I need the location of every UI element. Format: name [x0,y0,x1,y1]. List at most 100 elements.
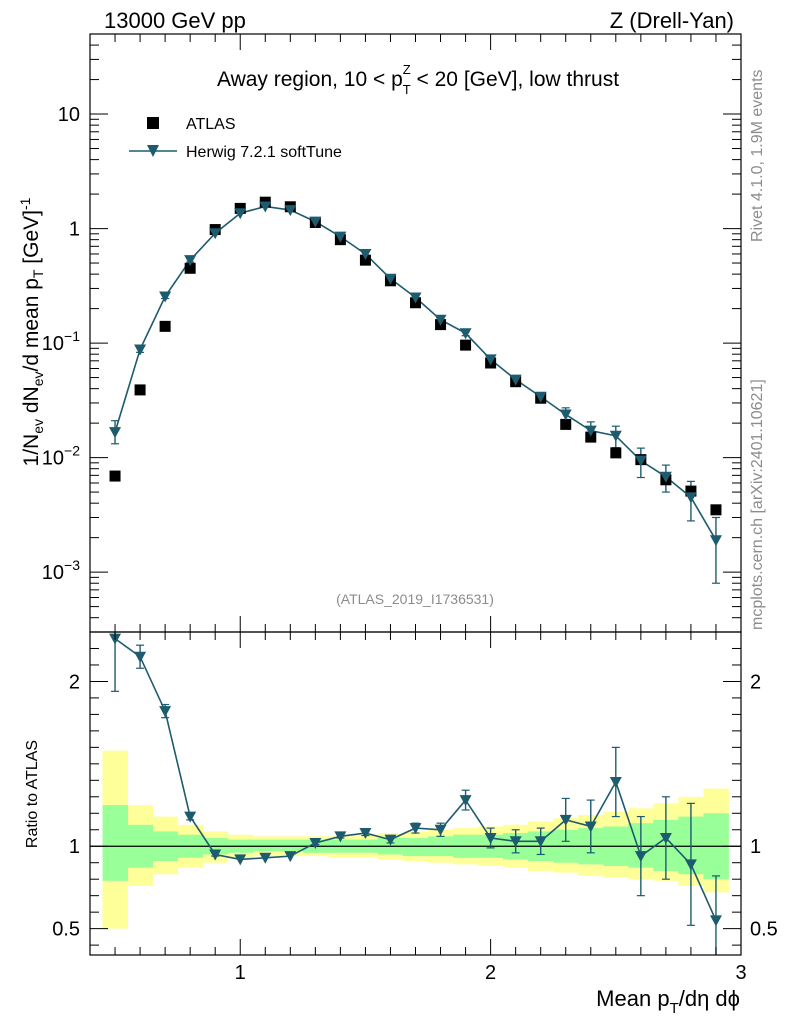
main-title-a: Away region, 10 < p [217,68,403,91]
ratio-herwig-point [259,852,272,864]
herwig-point [484,354,497,366]
legend-atlas-label: ATLAS [186,116,236,133]
herwig-point [359,248,372,260]
ratio-stat-band [402,837,429,857]
main-marks [109,196,722,584]
main-title-sub: T [403,82,411,97]
herwig-line [114,205,717,541]
x-axis-label: Mean pT/dη dϕ [596,986,740,1017]
atlas-point [585,431,597,443]
herwig-point [109,427,122,439]
atlas-point [560,418,572,430]
main-y-ticks: 10 1 10−1 10−2 10−3 [42,33,741,633]
ratio-y-tick-label-right: 0.5 [750,919,778,941]
mcplots-label: mcplots.cern.ch [arXiv:2401.10621] [749,379,766,630]
ratio-herwig-point [134,651,147,663]
herwig-point [709,535,722,547]
main-y-tick-label: 10−3 [42,557,80,584]
herwig-point [434,314,447,326]
ratio-herwig-point [559,814,572,826]
ratio-herwig-point [709,915,722,927]
legend-herwig-label: Herwig 7.2.1 softTune [186,144,342,161]
herwig-point [259,201,272,213]
ratio-y-tick-label-left: 2 [69,671,80,693]
atlas-point [109,470,121,482]
herwig-point [284,205,297,217]
ratio-herwig-line [114,637,717,921]
header-right: Z (Drell-Yan) [610,8,734,33]
ratio-herwig-point [209,849,222,861]
ratio-herwig-point [384,834,397,846]
ratio-herwig-point [334,831,347,843]
herwig-point [584,425,597,437]
herwig-point [659,471,672,483]
legend-herwig-marker [147,145,159,157]
ratio-herwig-point [659,832,672,844]
ratio-y-tick-label-left: 0.5 [52,919,80,941]
ratio-herwig-point [459,795,472,807]
ratio-y-tick-label-right: 2 [750,671,761,693]
ratio-y-tick-label-right: 1 [750,836,761,858]
ratio-stat-band [252,839,279,852]
main-title-b: < 20 [GeV], low thrust [411,68,620,91]
ratio-herwig-point [309,837,322,849]
x-axis-label-a: Mean p [596,986,669,1011]
analysis-tag: (ATLAS_2019_I1736531) [336,591,494,607]
herwig-point [534,391,547,403]
herwig-point [209,228,222,240]
ratio-herwig-point [159,706,172,718]
main-y-tick-label: 10−2 [42,443,80,470]
header-left: 13000 GeV pp [104,8,246,33]
x-axis-label-sub: T [670,1000,679,1017]
herwig-point [384,273,397,285]
main-y-tick-label: 1 [69,219,80,241]
ratio-x-ticks: 1 2 3 [114,632,747,984]
herwig-point [409,292,422,304]
main-y-tick-label: 10 [58,104,80,126]
ratio-herwig-point [684,859,697,871]
main-y-tick-label: 10−1 [42,328,80,355]
atlas-point [610,447,622,459]
ratio-frame [89,631,742,956]
ratio-herwig-point [234,854,247,866]
ratio-y-tick-label-left: 1 [69,836,80,858]
ratio-herwig-point [284,851,297,863]
herwig-point [559,409,572,421]
x-tick-label: 2 [485,962,496,984]
legend: ATLAS Herwig 7.2.1 softTune [129,116,342,161]
atlas-point [359,254,371,266]
ratio-herwig-point [409,823,422,835]
ratio-herwig-point [634,851,647,863]
main-ylabel: 1/Nev dNev/d mean pT [GeV]-1 [17,197,46,466]
herwig-point [509,374,522,386]
rivet-label: Rivet 4.1.0, 1.9M events [749,69,766,242]
x-axis-label-b: /dη dϕ [679,986,740,1011]
herwig-point [684,492,697,504]
ratio-herwig-point [359,828,372,840]
ratio-herwig-point [509,836,522,848]
ratio-ylabel: Ratio to ATLAS [24,740,41,848]
herwig-point [609,430,622,442]
x-tick-label: 1 [235,962,246,984]
ratio-herwig-point [434,824,447,836]
herwig-point [184,255,197,267]
ratio-stat-band [102,805,128,881]
ratio-herwig-point [484,832,497,844]
ratio-marks [109,632,722,955]
herwig-point [309,216,322,228]
herwig-point [234,208,247,220]
ratio-herwig-point [534,836,547,848]
legend-atlas-marker [147,117,159,129]
ratio-herwig-point [184,811,197,823]
x-tick-label: 3 [735,962,746,984]
herwig-point [634,455,647,467]
atlas-point [460,339,472,351]
main-panel: 10 1 10−1 10−2 10−3 Away region, 10 < pTZ < … [17,33,742,633]
atlas-point [134,384,146,396]
ratio-stat-band [277,839,304,852]
ratio-herwig-point [584,821,597,833]
atlas-point [685,485,697,497]
herwig-point [334,231,347,243]
main-title-sup: Z [403,62,411,77]
